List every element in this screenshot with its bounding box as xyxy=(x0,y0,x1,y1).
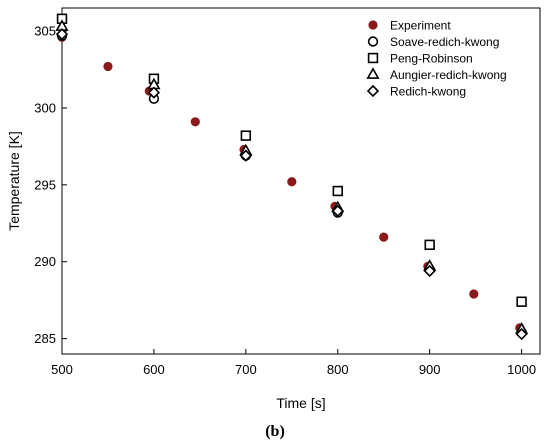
x-axis-label: Time [s] xyxy=(276,395,325,411)
legend: Experiment Soave-redich-kwong Peng-Robinso… xyxy=(366,18,507,98)
legend-label: Aungier-redich-kwong xyxy=(390,68,507,82)
y-axis-label: Temperature [K] xyxy=(6,131,22,231)
data-points xyxy=(55,13,529,341)
x-axis: 500 600 700 800 900 1000 xyxy=(51,349,536,377)
data-point xyxy=(55,28,69,41)
data-point xyxy=(515,327,528,341)
y-tick-label: 305 xyxy=(34,24,56,39)
y-tick-label: 295 xyxy=(34,177,56,192)
x-tick-label: 800 xyxy=(327,362,349,377)
legend-label: Peng-Robinson xyxy=(390,51,473,65)
data-point xyxy=(287,177,297,187)
legend-marker xyxy=(368,20,378,30)
legend-marker xyxy=(367,36,379,47)
x-tick-label: 600 xyxy=(143,362,165,377)
data-point xyxy=(239,149,252,162)
series-redich-kwong xyxy=(55,28,528,341)
data-point xyxy=(240,130,252,141)
plot-frame xyxy=(61,7,541,355)
x-tick-label: 900 xyxy=(419,362,441,377)
x-tick-label: 500 xyxy=(51,362,73,377)
y-axis: 285 290 295 300 305 xyxy=(34,24,67,346)
data-point xyxy=(190,117,200,127)
x-tick-label: 1000 xyxy=(507,362,536,377)
data-point xyxy=(103,61,113,72)
y-tick-label: 290 xyxy=(34,254,56,269)
y-tick-label: 300 xyxy=(34,100,56,115)
data-point xyxy=(332,185,343,197)
x-tick-label: 700 xyxy=(235,362,257,377)
data-point xyxy=(516,296,527,307)
legend-label: Experiment xyxy=(390,18,451,32)
legend-marker xyxy=(367,52,379,64)
legend-label: Soave-redich-kwong xyxy=(390,35,499,49)
panel-caption: (b) xyxy=(265,423,285,440)
y-tick-label: 285 xyxy=(34,331,56,346)
data-point xyxy=(147,86,161,99)
legend-label: Redich-kwong xyxy=(390,84,466,98)
legend-marker xyxy=(366,84,380,98)
data-point xyxy=(379,232,389,242)
data-point xyxy=(423,264,436,278)
data-point xyxy=(424,239,435,251)
data-point xyxy=(331,204,344,218)
legend-marker xyxy=(366,67,380,79)
data-point xyxy=(469,289,479,299)
